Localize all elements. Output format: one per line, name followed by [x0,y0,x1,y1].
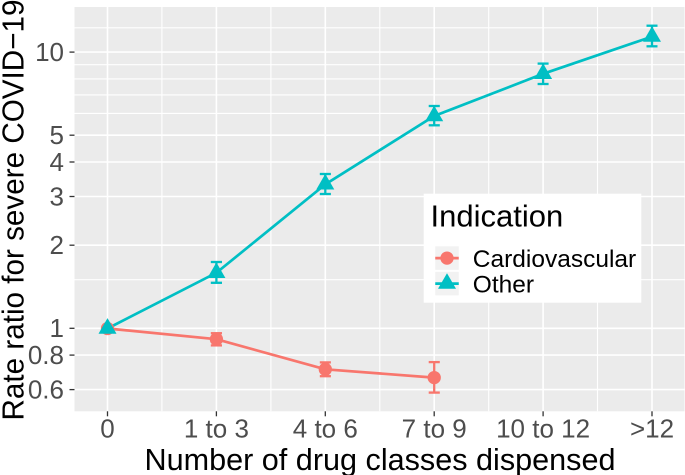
svg-text:2: 2 [50,230,64,260]
svg-text:>12: >12 [630,414,674,444]
svg-text:0: 0 [100,414,114,444]
svg-text:Cardiovascular: Cardiovascular [473,246,636,273]
svg-text:Rate ratio for severe COVID−19: Rate ratio for severe COVID−19 [0,0,31,421]
svg-text:7 to 9: 7 to 9 [402,414,467,444]
svg-text:10: 10 [35,37,64,67]
svg-text:Number of drug classes dispens: Number of drug classes dispensed [145,442,616,475]
svg-text:1 to 3: 1 to 3 [184,414,249,444]
svg-text:1: 1 [50,313,64,343]
svg-text:Other: Other [473,271,534,298]
svg-text:4 to 6: 4 to 6 [293,414,358,444]
svg-text:5: 5 [50,120,64,150]
svg-text:10 to 12: 10 to 12 [496,414,590,444]
svg-text:3: 3 [50,182,64,212]
svg-text:4: 4 [50,147,64,177]
svg-text:Indication: Indication [431,198,564,233]
svg-text:0.8: 0.8 [28,340,64,370]
svg-text:0.6: 0.6 [28,375,64,405]
